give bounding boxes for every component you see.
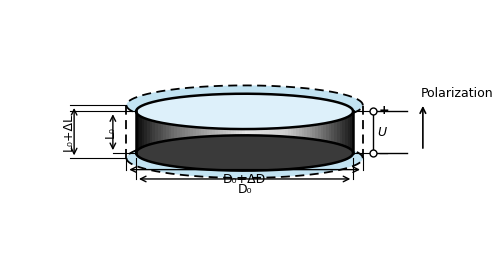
- Bar: [201, 112, 204, 153]
- Bar: [226, 112, 228, 153]
- Text: L₀+ΔL: L₀+ΔL: [62, 113, 75, 151]
- Bar: [163, 112, 166, 153]
- Bar: [218, 112, 220, 153]
- Bar: [337, 112, 340, 153]
- Bar: [166, 112, 168, 153]
- Text: −: −: [377, 147, 389, 161]
- Bar: [242, 112, 244, 153]
- Bar: [177, 112, 180, 153]
- Bar: [348, 112, 350, 153]
- Bar: [258, 112, 261, 153]
- Bar: [236, 112, 239, 153]
- Bar: [188, 112, 190, 153]
- Bar: [182, 112, 185, 153]
- Bar: [307, 112, 310, 153]
- Bar: [234, 112, 236, 153]
- Bar: [261, 112, 264, 153]
- Bar: [160, 112, 163, 153]
- Bar: [328, 112, 332, 153]
- Bar: [142, 112, 144, 153]
- Bar: [152, 112, 155, 153]
- Bar: [345, 112, 348, 153]
- Bar: [231, 112, 234, 153]
- Bar: [136, 112, 139, 153]
- Bar: [220, 112, 223, 153]
- Bar: [342, 112, 345, 153]
- Text: D₀+ΔD: D₀+ΔD: [223, 173, 266, 186]
- Bar: [282, 112, 286, 153]
- Bar: [172, 112, 174, 153]
- Bar: [250, 112, 253, 153]
- Bar: [210, 112, 212, 153]
- Bar: [320, 112, 324, 153]
- Bar: [155, 112, 158, 153]
- Bar: [280, 112, 282, 153]
- Bar: [277, 112, 280, 153]
- Bar: [294, 112, 296, 153]
- Bar: [264, 112, 266, 153]
- Ellipse shape: [126, 85, 363, 125]
- Text: Polarization: Polarization: [421, 87, 494, 100]
- Ellipse shape: [136, 135, 353, 171]
- Bar: [244, 112, 248, 153]
- Bar: [239, 112, 242, 153]
- Bar: [147, 112, 150, 153]
- Bar: [248, 112, 250, 153]
- Bar: [296, 112, 299, 153]
- Bar: [139, 112, 141, 153]
- Bar: [326, 112, 328, 153]
- Bar: [332, 112, 334, 153]
- Bar: [274, 112, 277, 153]
- Bar: [299, 112, 302, 153]
- Bar: [324, 112, 326, 153]
- Bar: [180, 112, 182, 153]
- Bar: [253, 112, 256, 153]
- Bar: [185, 112, 188, 153]
- Bar: [168, 112, 172, 153]
- Bar: [215, 112, 218, 153]
- Bar: [212, 112, 215, 153]
- Bar: [206, 112, 210, 153]
- Bar: [223, 112, 226, 153]
- Bar: [193, 112, 196, 153]
- Bar: [266, 112, 269, 153]
- Bar: [228, 112, 231, 153]
- Bar: [312, 112, 315, 153]
- Bar: [310, 112, 312, 153]
- Bar: [196, 112, 198, 153]
- Bar: [256, 112, 258, 153]
- Bar: [318, 112, 320, 153]
- Ellipse shape: [126, 139, 363, 178]
- Ellipse shape: [136, 94, 353, 129]
- Bar: [340, 112, 342, 153]
- Text: D₀: D₀: [238, 183, 252, 196]
- Bar: [204, 112, 206, 153]
- Bar: [286, 112, 288, 153]
- Bar: [334, 112, 337, 153]
- Bar: [288, 112, 290, 153]
- Text: U: U: [377, 126, 386, 139]
- Bar: [304, 112, 307, 153]
- Bar: [158, 112, 160, 153]
- Bar: [190, 112, 193, 153]
- Bar: [198, 112, 201, 153]
- Bar: [290, 112, 294, 153]
- Bar: [144, 112, 147, 153]
- Bar: [150, 112, 152, 153]
- Bar: [315, 112, 318, 153]
- Bar: [302, 112, 304, 153]
- Bar: [350, 112, 353, 153]
- Bar: [269, 112, 272, 153]
- Bar: [272, 112, 274, 153]
- Text: +: +: [378, 104, 389, 117]
- Text: L₀: L₀: [104, 126, 117, 138]
- Bar: [174, 112, 177, 153]
